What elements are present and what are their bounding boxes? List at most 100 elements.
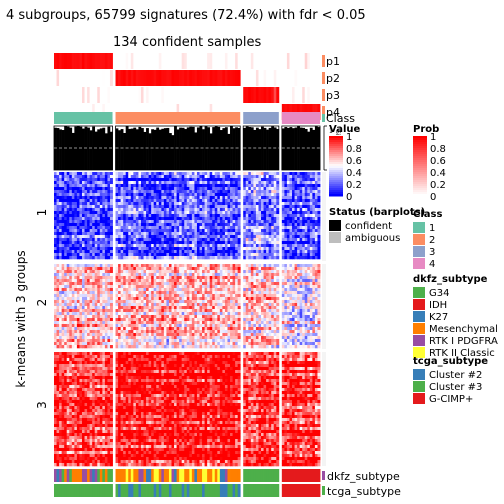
- heatmap-cell: [130, 291, 134, 295]
- heatmap-cell: [297, 223, 301, 227]
- heatmap-cell: [104, 339, 108, 343]
- prob-cell: [163, 53, 167, 69]
- heatmap-cell: [89, 330, 93, 334]
- heatmap-cell: [161, 232, 165, 236]
- heatmap-cell: [148, 256, 152, 260]
- heatmap-cell: [69, 187, 73, 191]
- heatmap-cell: [268, 250, 272, 254]
- heatmap-cell: [109, 217, 113, 221]
- heatmap-cell: [115, 270, 119, 274]
- heatmap-cell: [79, 241, 83, 245]
- heatmap-cell: [120, 238, 124, 242]
- heatmap-cell: [104, 291, 108, 295]
- heatmap-cell: [312, 184, 316, 188]
- heatmap-cell: [81, 196, 85, 200]
- heatmap-cell: [99, 285, 103, 289]
- heatmap-cell: [71, 181, 75, 185]
- heatmap-cell: [184, 178, 188, 182]
- heatmap-cell: [109, 285, 113, 289]
- heatmap-cell: [171, 247, 175, 251]
- heatmap-cell: [184, 193, 188, 197]
- heatmap-cell: [166, 315, 170, 319]
- heatmap-cell: [81, 172, 85, 176]
- heatmap-cell: [146, 253, 150, 257]
- heatmap-cell: [250, 211, 254, 215]
- heatmap-cell: [79, 312, 83, 316]
- heatmap-cell: [227, 223, 231, 227]
- prob-cell: [166, 87, 170, 103]
- heatmap-cell: [297, 238, 301, 242]
- heatmap-cell: [56, 297, 60, 301]
- heatmap-cell: [294, 229, 298, 233]
- heatmap-cell: [120, 223, 124, 227]
- heatmap-cell: [235, 208, 239, 212]
- heatmap-cell: [81, 279, 85, 283]
- heatmap-cell: [204, 297, 208, 301]
- heatmap-cell: [235, 291, 239, 295]
- heatmap-cell: [61, 333, 65, 337]
- heatmap-cell: [66, 256, 70, 260]
- heatmap-cell: [237, 211, 241, 215]
- heatmap-cell: [186, 267, 190, 271]
- heatmap-cell: [207, 187, 211, 191]
- silhouette-bar: [71, 132, 75, 170]
- heatmap-cell: [194, 297, 198, 301]
- heatmap-cell: [107, 232, 111, 236]
- heatmap-cell: [123, 256, 127, 260]
- heatmap-cell: [237, 297, 241, 301]
- heatmap-cell: [140, 238, 144, 242]
- heatmap-cell: [123, 244, 127, 248]
- heatmap-cell: [174, 282, 177, 286]
- heatmap-cell: [181, 205, 185, 209]
- heatmap-cell: [146, 297, 150, 301]
- heatmap-cell: [66, 199, 70, 203]
- heatmap-cell: [273, 217, 277, 221]
- prob-cell: [271, 53, 275, 69]
- heatmap-cell: [104, 333, 108, 337]
- heatmap-cell: [204, 244, 208, 248]
- heatmap-cell: [174, 232, 177, 236]
- heatmap-cell: [219, 199, 223, 203]
- heatmap-cell: [158, 250, 162, 254]
- heatmap-cell: [94, 270, 98, 274]
- heatmap-cell: [176, 247, 180, 251]
- heatmap-cell: [217, 217, 221, 221]
- heatmap-cell: [125, 270, 129, 274]
- heatmap-cell: [133, 202, 137, 206]
- heatmap-cell: [89, 217, 93, 221]
- heatmap-cell: [89, 172, 93, 176]
- heatmap-cell: [107, 327, 111, 331]
- heatmap-cell: [99, 199, 103, 203]
- heatmap-cell: [64, 181, 68, 185]
- heatmap-cell: [194, 253, 198, 257]
- heatmap-cell: [174, 178, 177, 182]
- heatmap-cell: [245, 223, 249, 227]
- prob-cell: [94, 53, 98, 69]
- heatmap-cell: [284, 211, 288, 215]
- heatmap-cell: [212, 250, 216, 254]
- heatmap-cell: [71, 324, 75, 328]
- heatmap-cell: [194, 247, 198, 251]
- heatmap-cell: [163, 285, 167, 289]
- heatmap-cell: [94, 339, 98, 343]
- heatmap-cell: [273, 187, 277, 191]
- heatmap-cell: [81, 256, 85, 260]
- heatmap-cell: [99, 312, 103, 316]
- heatmap-cell: [284, 196, 288, 200]
- heatmap-cell: [286, 205, 290, 209]
- heatmap-cell: [128, 223, 132, 227]
- heatmap-cell: [94, 244, 98, 248]
- heatmap-cell: [276, 229, 280, 233]
- prob-cell: [312, 53, 316, 69]
- heatmap-cell: [289, 172, 293, 176]
- class-cell: [281, 112, 320, 124]
- heatmap-cell: [125, 172, 129, 176]
- heatmap-cell: [227, 235, 231, 239]
- silhouette-bar: [158, 129, 162, 170]
- prob-cell: [237, 70, 241, 86]
- heatmap-cell: [104, 199, 108, 203]
- heatmap-cell: [224, 312, 228, 316]
- heatmap-cell: [179, 193, 183, 197]
- heatmap-cell: [304, 244, 308, 248]
- heatmap-cell: [268, 223, 272, 227]
